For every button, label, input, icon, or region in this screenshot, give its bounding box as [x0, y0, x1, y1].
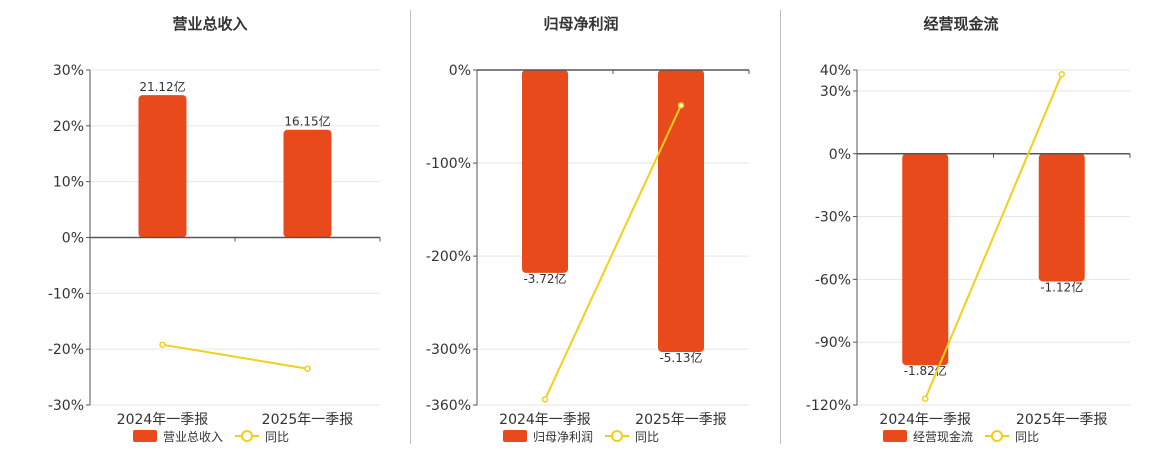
chart-title: 营业总收入	[172, 15, 247, 33]
yoy-point	[922, 395, 929, 402]
chart-title: 经营现金流	[923, 15, 998, 33]
net-profit-chart: 归母净利润 0% -100% -200% -300% -360% -3.72亿 -5.13亿 2…	[426, 15, 750, 444]
y-tick-label: 0%	[449, 63, 471, 79]
bar-data-label: -5.13亿	[659, 350, 702, 365]
bar-data-label: -1.12亿	[1040, 279, 1083, 294]
bar-data-label: 16.15亿	[284, 114, 330, 129]
legend-line-marker	[241, 430, 253, 442]
yoy-point	[159, 341, 166, 348]
y-tick-label: 40%	[820, 63, 851, 79]
legend-line-marker	[991, 430, 1003, 442]
x-tick-label: 2025年一季报	[262, 412, 354, 428]
y-tick-label: -360%	[426, 398, 471, 414]
y-tick-label: 0%	[829, 147, 851, 163]
y-tick-label: -30%	[48, 398, 84, 414]
y-tick-label: -10%	[48, 286, 84, 302]
legend-bar-label: 营业总收入	[163, 430, 223, 444]
bar	[1038, 153, 1085, 282]
x-tick-label: 2024年一季报	[117, 412, 209, 428]
x-tick-label: 2025年一季报	[1016, 412, 1108, 428]
panel-divider	[410, 10, 411, 444]
y-tick-label: 30%	[820, 84, 851, 100]
bar	[522, 70, 568, 273]
cash-flow-chart: 经营现金流 40% 30% 0% -30% -60% -90% -120% -1.82亿 -1.1…	[806, 15, 1131, 444]
y-tick-label: 10%	[53, 175, 84, 191]
bar	[138, 95, 187, 238]
legend-line-marker	[611, 430, 623, 442]
bar-data-label: 21.12亿	[139, 79, 185, 94]
legend-bar-swatch	[883, 430, 907, 442]
yoy-point	[541, 396, 549, 403]
y-tick-label: 20%	[53, 119, 84, 135]
y-tick-label: 30%	[53, 63, 84, 79]
bar	[283, 129, 332, 238]
y-tick-label: -30%	[815, 210, 851, 226]
bar	[902, 153, 949, 366]
y-tick-label: 0%	[62, 231, 84, 247]
chart-panel-cash-flow: 经营现金流 40% 30% 0% -30% -60% -90% -120% -1.82亿 -1.1…	[781, 0, 1160, 450]
bar	[658, 70, 704, 352]
y-tick-label: -200%	[426, 249, 471, 265]
legend-bar-label: 经营现金流	[913, 429, 973, 444]
legend-line-label: 同比	[635, 430, 659, 444]
chart-panel-revenue: 营业总收入 30% 20% 10% 0% -10% -20% -30% 21.12亿 16.15亿…	[0, 0, 410, 450]
bar-data-label: -3.72亿	[523, 271, 566, 286]
revenue-chart: 营业总收入 30% 20% 10% 0% -10% -20% -30% 21.12亿 16.15亿…	[48, 15, 381, 444]
panel-divider	[780, 10, 781, 444]
y-tick-label: -60%	[815, 272, 851, 288]
yoy-point	[677, 102, 685, 109]
y-tick-label: -300%	[426, 342, 471, 358]
x-tick-label: 2024年一季报	[879, 412, 971, 428]
yoy-line	[924, 73, 1063, 400]
legend-line-label: 同比	[1015, 430, 1039, 444]
y-tick-label: -100%	[426, 156, 471, 172]
legend-bar-label: 归母净利润	[533, 430, 593, 444]
chart-title: 归母净利润	[543, 15, 618, 33]
yoy-line	[162, 343, 308, 370]
y-tick-label: -90%	[815, 335, 851, 351]
legend-line-label: 同比	[265, 430, 289, 444]
yoy-line	[544, 104, 682, 400]
bar-data-label: -1.82亿	[904, 363, 947, 378]
yoy-point	[304, 365, 311, 372]
y-tick-label: -120%	[806, 398, 851, 414]
chart-panel-net-profit: 归母净利润 0% -100% -200% -300% -360% -3.72亿 -5.13亿 2…	[411, 0, 781, 450]
x-tick-label: 2025年一季报	[635, 412, 727, 428]
legend-bar-swatch	[133, 430, 157, 442]
yoy-point	[1058, 70, 1065, 78]
x-tick-label: 2024年一季报	[499, 412, 591, 428]
y-tick-label: -20%	[48, 342, 84, 358]
legend-bar-swatch	[503, 430, 527, 442]
